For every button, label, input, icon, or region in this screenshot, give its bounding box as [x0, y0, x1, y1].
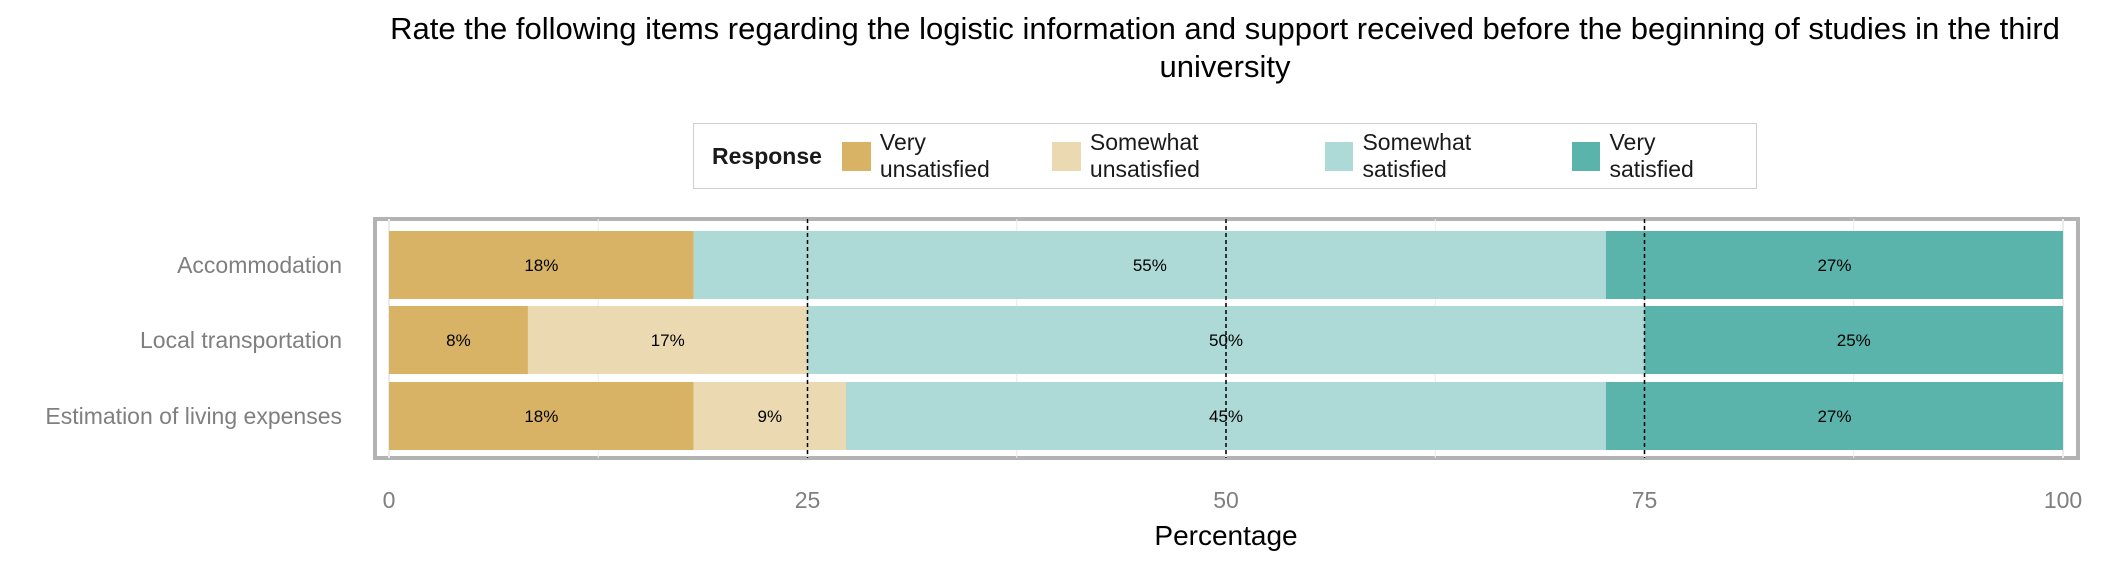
x-tick-label: 0: [383, 487, 396, 513]
bar-segment: [389, 382, 694, 450]
legend-label: Very satisfied: [1609, 129, 1694, 182]
bar-layer: [389, 231, 2063, 450]
bar-segment: [389, 231, 694, 299]
x-tick-label: 100: [2044, 487, 2082, 513]
x-tick-label: 50: [1213, 487, 1239, 513]
legend-swatch: [1571, 141, 1601, 171]
bar-segment: [389, 306, 528, 374]
axis-layer: Accommodation Local transportation Estimat…: [45, 252, 2082, 513]
bar-segment: [693, 382, 847, 450]
bar-segment: [693, 231, 1606, 299]
data-label: 9%: [758, 407, 783, 426]
category-label: Local transportation: [140, 327, 342, 353]
data-label: 17%: [651, 331, 685, 350]
legend-item-very-unsatisfied: Very unsatisfied: [841, 129, 1042, 183]
data-labels: 18% 55% 27% 8% 17% 50% 25% 18% 9% 45% 27%: [446, 256, 1871, 426]
x-tick-label: 75: [1632, 487, 1658, 513]
data-label: 18%: [524, 407, 558, 426]
data-label: 45%: [1209, 407, 1243, 426]
reference-lines: [806, 219, 1646, 458]
legend-item-very-satisfied: Very satisfied: [1571, 129, 1746, 183]
bar-segment: [1644, 306, 2063, 374]
data-label: 27%: [1817, 256, 1851, 275]
data-label: 8%: [446, 331, 471, 350]
x-tick-label: 25: [795, 487, 821, 513]
data-label: 27%: [1817, 407, 1851, 426]
legend-label: Very unsatisfied: [879, 129, 990, 182]
chart-title: Rate the following items regarding the l…: [390, 11, 2060, 84]
legend: Response Very unsatisfied Somewhat unsat…: [693, 123, 1757, 189]
x-axis-title: Percentage: [1154, 520, 1297, 551]
data-label: 18%: [524, 256, 558, 275]
legend-item-somewhat-unsatisfied: Somewhat unsatisfied: [1051, 129, 1315, 183]
legend-swatch: [1324, 141, 1354, 171]
legend-swatch: [1051, 141, 1081, 171]
bar-segment: [527, 306, 808, 374]
data-label: 55%: [1133, 256, 1167, 275]
category-label: Accommodation: [177, 252, 342, 278]
legend-item-somewhat-satisfied: Somewhat satisfied: [1324, 129, 1562, 183]
category-label: Estimation of living expenses: [45, 403, 342, 429]
legend-label: Somewhat unsatisfied: [1089, 129, 1200, 182]
legend-swatch: [841, 141, 871, 171]
bar-segment: [1605, 231, 2063, 299]
legend-label: Somewhat satisfied: [1362, 129, 1472, 182]
bar-segment: [1605, 382, 2063, 450]
data-label: 25%: [1837, 331, 1871, 350]
data-label: 50%: [1209, 331, 1243, 350]
legend-title: Response: [712, 142, 822, 169]
